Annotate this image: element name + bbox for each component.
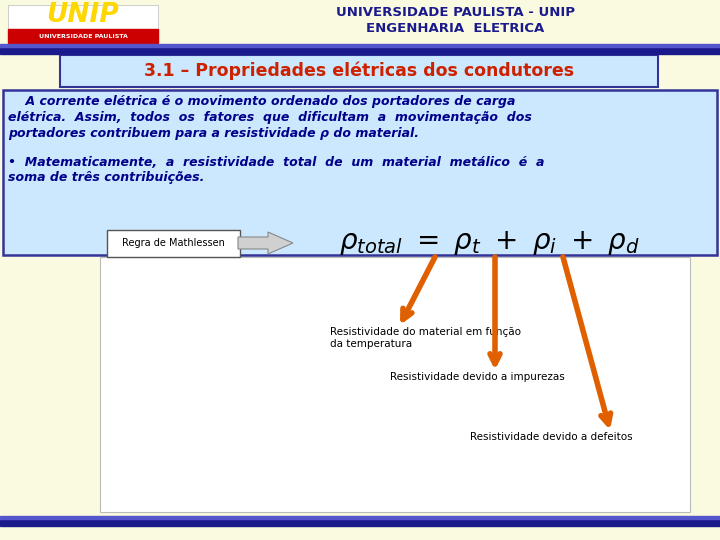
Text: Resistividade do material em função: Resistividade do material em função	[330, 327, 521, 337]
Bar	[0, 520, 720, 526]
Text: ENGENHARIA  ELETRICA: ENGENHARIA ELETRICA	[366, 23, 544, 36]
Text: A corrente elétrica é o movimento ordenado dos portadores de carga: A corrente elétrica é o movimento ordena…	[8, 96, 516, 109]
Bar	[8, 5, 158, 43]
Text: soma de três contribuições.: soma de três contribuições.	[8, 172, 204, 185]
Text: $\rho_{total}\ =\ \rho_t\ +\ \rho_i\ +\ \rho_d$: $\rho_{total}\ =\ \rho_t\ +\ \rho_i\ +\ …	[340, 229, 641, 257]
FancyBboxPatch shape	[60, 55, 658, 87]
Text: UNIP: UNIP	[47, 2, 120, 28]
Text: Resistividade devido a impurezas: Resistividade devido a impurezas	[390, 372, 564, 382]
Text: 3.1 – Propriedades elétricas dos condutores: 3.1 – Propriedades elétricas dos conduto…	[144, 62, 574, 80]
Text: Resistividade devido a defeitos: Resistividade devido a defeitos	[470, 432, 633, 442]
Text: UNIVERSIDADE PAULISTA - UNIP: UNIVERSIDADE PAULISTA - UNIP	[336, 6, 575, 19]
Bar	[0, 44, 720, 47]
Bar	[100, 257, 690, 512]
Text: portadores contribuem para a resistividade ρ do material.: portadores contribuem para a resistivida…	[8, 127, 419, 140]
FancyBboxPatch shape	[107, 230, 240, 256]
Text: •  Matematicamente,  a  resistividade  total  de  um  material  metálico  é  a: • Matematicamente, a resistividade total…	[8, 156, 544, 168]
Bar	[8, 29, 158, 43]
Text: UNIVERSIDADE PAULISTA: UNIVERSIDADE PAULISTA	[39, 33, 127, 38]
Bar	[0, 516, 720, 519]
Bar	[0, 48, 720, 54]
Text: Regra de Mathlessen: Regra de Mathlessen	[122, 238, 225, 248]
Text: 75: 75	[699, 517, 713, 527]
Text: da temperatura: da temperatura	[330, 339, 412, 349]
Text: elétrica.  Assim,  todos  os  fatores  que  dificultam  a  movimentação  dos: elétrica. Assim, todos os fatores que di…	[8, 111, 532, 125]
Polygon shape	[238, 232, 293, 254]
FancyBboxPatch shape	[3, 90, 717, 255]
